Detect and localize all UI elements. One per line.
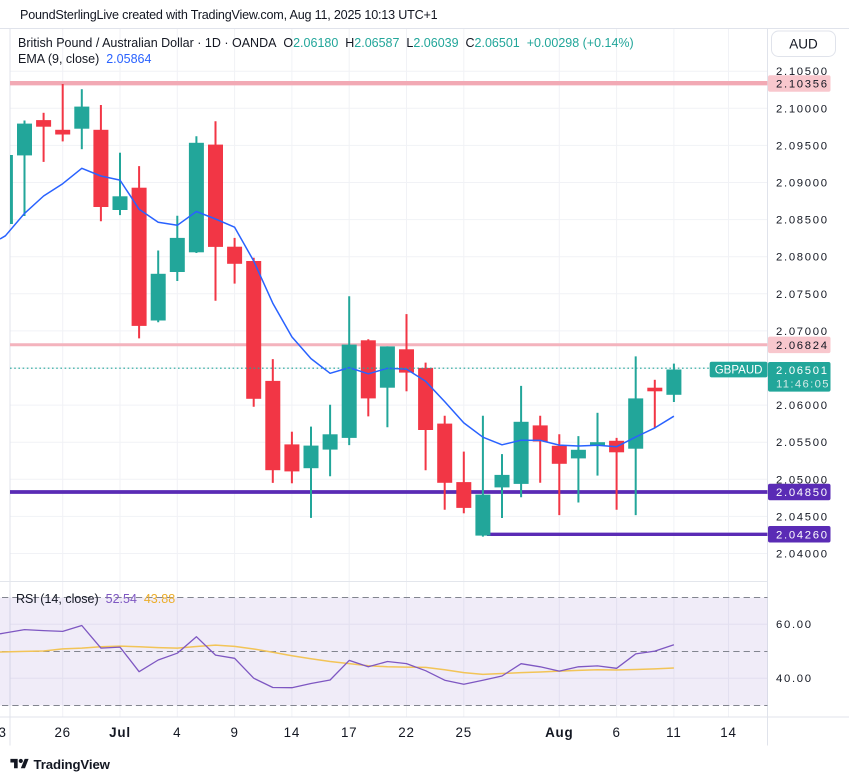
svg-text:2.08000: 2.08000: [776, 252, 829, 264]
svg-text:40.00: 40.00: [776, 673, 813, 685]
svg-text:GBPAUD: GBPAUD: [715, 365, 763, 377]
svg-text:2.04500: 2.04500: [776, 511, 829, 523]
svg-text:2.07000: 2.07000: [776, 326, 829, 338]
svg-text:2.10000: 2.10000: [776, 103, 829, 115]
svg-text:22: 22: [398, 725, 415, 740]
svg-text:2.06501: 2.06501: [776, 365, 829, 377]
svg-text:26: 26: [54, 725, 71, 740]
svg-text:14: 14: [284, 725, 301, 740]
svg-text:2.10356: 2.10356: [776, 79, 829, 91]
svg-text:2.09000: 2.09000: [776, 178, 829, 190]
svg-text:14: 14: [720, 725, 737, 740]
svg-text:2.06824: 2.06824: [776, 340, 829, 352]
svg-text:4: 4: [173, 725, 181, 740]
svg-text:2.04260: 2.04260: [776, 529, 829, 541]
svg-text:9: 9: [230, 725, 238, 740]
svg-text:2.09500: 2.09500: [776, 140, 829, 152]
svg-text:2.04000: 2.04000: [776, 549, 829, 561]
svg-text:11:46:05: 11:46:05: [776, 379, 830, 391]
svg-text:2.08500: 2.08500: [776, 215, 829, 227]
svg-text:Aug: Aug: [545, 725, 573, 740]
svg-text:25: 25: [456, 725, 473, 740]
svg-text:23: 23: [0, 725, 7, 740]
svg-text:2.06000: 2.06000: [776, 400, 829, 412]
svg-text:2.05000: 2.05000: [776, 474, 829, 486]
svg-text:TradingView: TradingView: [34, 757, 111, 772]
svg-text:6: 6: [612, 725, 620, 740]
svg-text:60.00: 60.00: [776, 619, 813, 631]
svg-text:2.05500: 2.05500: [776, 437, 829, 449]
svg-text:Jul: Jul: [109, 725, 131, 740]
svg-text:AUD: AUD: [789, 36, 818, 51]
svg-text:17: 17: [341, 725, 358, 740]
svg-text:2.07500: 2.07500: [776, 289, 829, 301]
svg-text:2.04850: 2.04850: [776, 487, 829, 499]
svg-text:11: 11: [666, 725, 682, 740]
